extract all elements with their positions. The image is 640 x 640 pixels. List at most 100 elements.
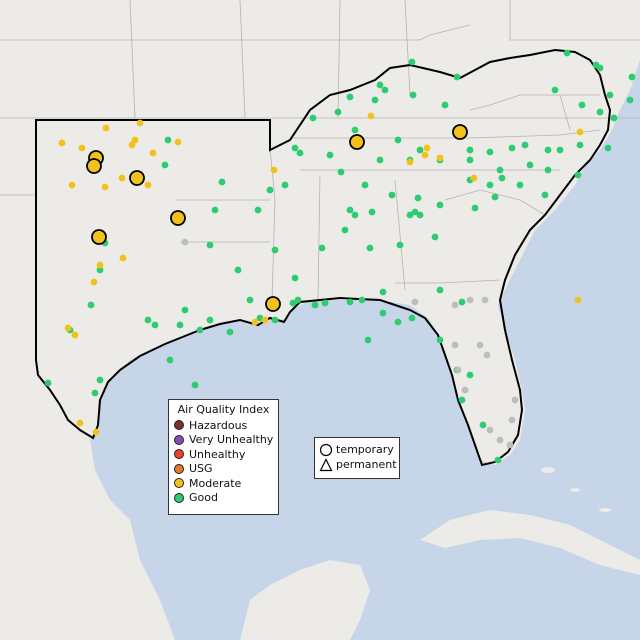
monitor-site-marker[interactable] [376, 81, 384, 89]
monitor-site-marker[interactable] [483, 351, 491, 359]
monitor-site-marker[interactable] [96, 376, 104, 384]
monitor-site-marker[interactable] [281, 181, 289, 189]
monitor-site-marker[interactable] [610, 114, 618, 122]
monitor-site-marker[interactable] [574, 296, 582, 304]
monitor-site-marker[interactable] [563, 49, 571, 57]
monitor-site-marker[interactable] [576, 128, 584, 136]
monitor-site-marker[interactable] [176, 321, 184, 329]
monitor-site-marker[interactable] [521, 141, 529, 149]
monitor-site-marker[interactable] [508, 144, 516, 152]
monitor-site-marker[interactable] [511, 396, 519, 404]
monitor-site-marker[interactable] [408, 58, 416, 66]
monitor-site-marker[interactable] [376, 156, 384, 164]
monitor-site-marker[interactable] [226, 328, 234, 336]
monitor-site-marker[interactable] [44, 379, 52, 387]
monitor-site-marker[interactable] [191, 381, 199, 389]
monitor-site-marker[interactable] [544, 146, 552, 154]
monitor-site-marker[interactable] [409, 91, 417, 99]
monitor-site-marker[interactable] [371, 96, 379, 104]
temporary-monitor-marker[interactable] [170, 210, 186, 226]
monitor-site-marker[interactable] [71, 331, 79, 339]
monitor-site-marker[interactable] [149, 149, 157, 157]
monitor-site-marker[interactable] [596, 64, 604, 72]
monitor-site-marker[interactable] [541, 191, 549, 199]
monitor-site-marker[interactable] [174, 138, 182, 146]
monitor-site-marker[interactable] [408, 314, 416, 322]
monitor-site-marker[interactable] [416, 146, 424, 154]
temporary-monitor-marker[interactable] [91, 229, 107, 245]
monitor-site-marker[interactable] [321, 299, 329, 307]
temporary-monitor-marker[interactable] [349, 134, 365, 150]
monitor-site-marker[interactable] [361, 181, 369, 189]
monitor-site-marker[interactable] [234, 266, 242, 274]
monitor-site-marker[interactable] [604, 144, 612, 152]
monitor-site-marker[interactable] [421, 151, 429, 159]
monitor-site-marker[interactable] [451, 341, 459, 349]
monitor-site-marker[interactable] [458, 298, 466, 306]
monitor-site-marker[interactable] [206, 241, 214, 249]
monitor-site-marker[interactable] [506, 441, 514, 449]
monitor-site-marker[interactable] [151, 321, 159, 329]
monitor-site-marker[interactable] [166, 356, 174, 364]
monitor-site-marker[interactable] [289, 299, 297, 307]
monitor-site-marker[interactable] [606, 91, 614, 99]
monitor-site-marker[interactable] [496, 436, 504, 444]
monitor-site-marker[interactable] [261, 316, 269, 324]
monitor-site-marker[interactable] [431, 233, 439, 241]
monitor-site-marker[interactable] [388, 191, 396, 199]
monitor-site-marker[interactable] [436, 154, 444, 162]
monitor-site-marker[interactable] [367, 112, 375, 120]
monitor-site-marker[interactable] [351, 126, 359, 134]
monitor-site-marker[interactable] [441, 101, 449, 109]
monitor-site-marker[interactable] [466, 296, 474, 304]
monitor-site-marker[interactable] [436, 336, 444, 344]
monitor-site-marker[interactable] [296, 149, 304, 157]
monitor-site-marker[interactable] [544, 166, 552, 174]
monitor-site-marker[interactable] [254, 206, 262, 214]
monitor-site-marker[interactable] [471, 204, 479, 212]
monitor-site-marker[interactable] [364, 336, 372, 344]
monitor-site-marker[interactable] [358, 296, 366, 304]
monitor-site-marker[interactable] [164, 136, 172, 144]
monitor-site-marker[interactable] [406, 158, 414, 166]
monitor-site-marker[interactable] [379, 288, 387, 296]
monitor-site-marker[interactable] [423, 144, 431, 152]
monitor-site-marker[interactable] [346, 298, 354, 306]
monitor-site-marker[interactable] [368, 208, 376, 216]
monitor-site-marker[interactable] [486, 426, 494, 434]
monitor-site-marker[interactable] [58, 139, 66, 147]
monitor-site-marker[interactable] [266, 186, 274, 194]
monitor-site-marker[interactable] [92, 428, 100, 436]
monitor-site-marker[interactable] [396, 241, 404, 249]
monitor-site-marker[interactable] [379, 309, 387, 317]
temporary-monitor-marker[interactable] [265, 296, 281, 312]
monitor-site-marker[interactable] [346, 93, 354, 101]
monitor-site-marker[interactable] [218, 178, 226, 186]
monitor-site-marker[interactable] [578, 101, 586, 109]
monitor-site-marker[interactable] [119, 254, 127, 262]
monitor-site-marker[interactable] [181, 306, 189, 314]
monitor-site-marker[interactable] [406, 211, 414, 219]
monitor-site-marker[interactable] [481, 296, 489, 304]
monitor-site-marker[interactable] [211, 206, 219, 214]
monitor-site-marker[interactable] [628, 73, 636, 81]
monitor-site-marker[interactable] [346, 206, 354, 214]
monitor-site-marker[interactable] [181, 238, 189, 246]
monitor-site-marker[interactable] [318, 244, 326, 252]
monitor-site-marker[interactable] [394, 318, 402, 326]
monitor-site-marker[interactable] [461, 386, 469, 394]
monitor-site-marker[interactable] [271, 316, 279, 324]
monitor-site-marker[interactable] [453, 73, 461, 81]
monitor-site-marker[interactable] [451, 301, 459, 309]
monitor-site-marker[interactable] [466, 146, 474, 154]
monitor-site-marker[interactable] [68, 181, 76, 189]
monitor-site-marker[interactable] [458, 396, 466, 404]
monitor-site-marker[interactable] [76, 419, 84, 427]
monitor-site-marker[interactable] [494, 456, 502, 464]
monitor-site-marker[interactable] [161, 161, 169, 169]
monitor-site-marker[interactable] [311, 301, 319, 309]
monitor-site-marker[interactable] [291, 144, 299, 152]
monitor-site-marker[interactable] [96, 261, 104, 269]
monitor-site-marker[interactable] [411, 298, 419, 306]
monitor-site-marker[interactable] [576, 141, 584, 149]
